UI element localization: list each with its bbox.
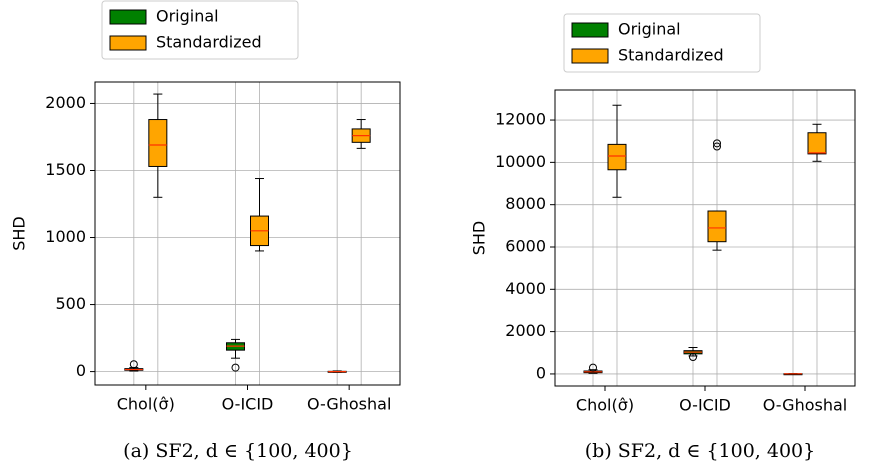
legend-swatch (109, 35, 147, 51)
caption: (a) SF2, d ∈ {100, 400} (123, 440, 353, 462)
legend-swatch (571, 22, 609, 38)
axes-frame (554, 89, 856, 387)
y-axis-label: SHD (470, 221, 489, 256)
y-tick-label: 2000 (505, 321, 546, 340)
y-axis-label: SHD (10, 216, 29, 251)
y-tick-label: 10000 (495, 152, 546, 171)
outlier (589, 363, 597, 372)
y-tick-label: 4000 (505, 279, 546, 298)
y-tick-label: 8000 (505, 194, 546, 213)
outlier (689, 353, 697, 362)
y-tick-label: 1500 (45, 160, 86, 179)
x-tick-label: O-ICID (222, 395, 274, 414)
y-tick-label: 1000 (45, 227, 86, 246)
outlier (231, 363, 240, 372)
caption: (b) SF2, d ∈ {100, 400} (585, 440, 816, 462)
legend-swatch (109, 9, 147, 25)
y-tick-label: 500 (55, 294, 86, 313)
x-tick-label: O-ICID (679, 396, 731, 415)
x-tick-label: Chol(σ̂) (576, 396, 634, 415)
x-tick-label: O-Ghoshal (307, 395, 391, 414)
outlier (713, 139, 721, 148)
x-tick-label: O-Ghoshal (763, 396, 847, 415)
box (607, 143, 627, 171)
y-tick-label: 2000 (45, 93, 86, 112)
x-tick-label: Chol(σ̂) (117, 395, 175, 414)
legend-swatch (571, 48, 609, 64)
legend-label: Original (618, 20, 681, 39)
box (148, 119, 168, 167)
y-tick-label: 12000 (495, 110, 546, 129)
box (807, 132, 827, 155)
y-tick-label: 0 (76, 361, 86, 380)
outlier (713, 142, 721, 151)
legend-label: Standardized (156, 33, 262, 52)
y-tick-label: 0 (536, 363, 546, 382)
legend-label: Standardized (618, 46, 724, 65)
box (707, 210, 727, 243)
legend-label: Original (156, 7, 219, 26)
outlier (129, 360, 138, 369)
axes-frame (94, 81, 401, 386)
y-tick-label: 6000 (505, 236, 546, 255)
legend-frame (101, 0, 299, 60)
legend-frame (563, 13, 761, 73)
